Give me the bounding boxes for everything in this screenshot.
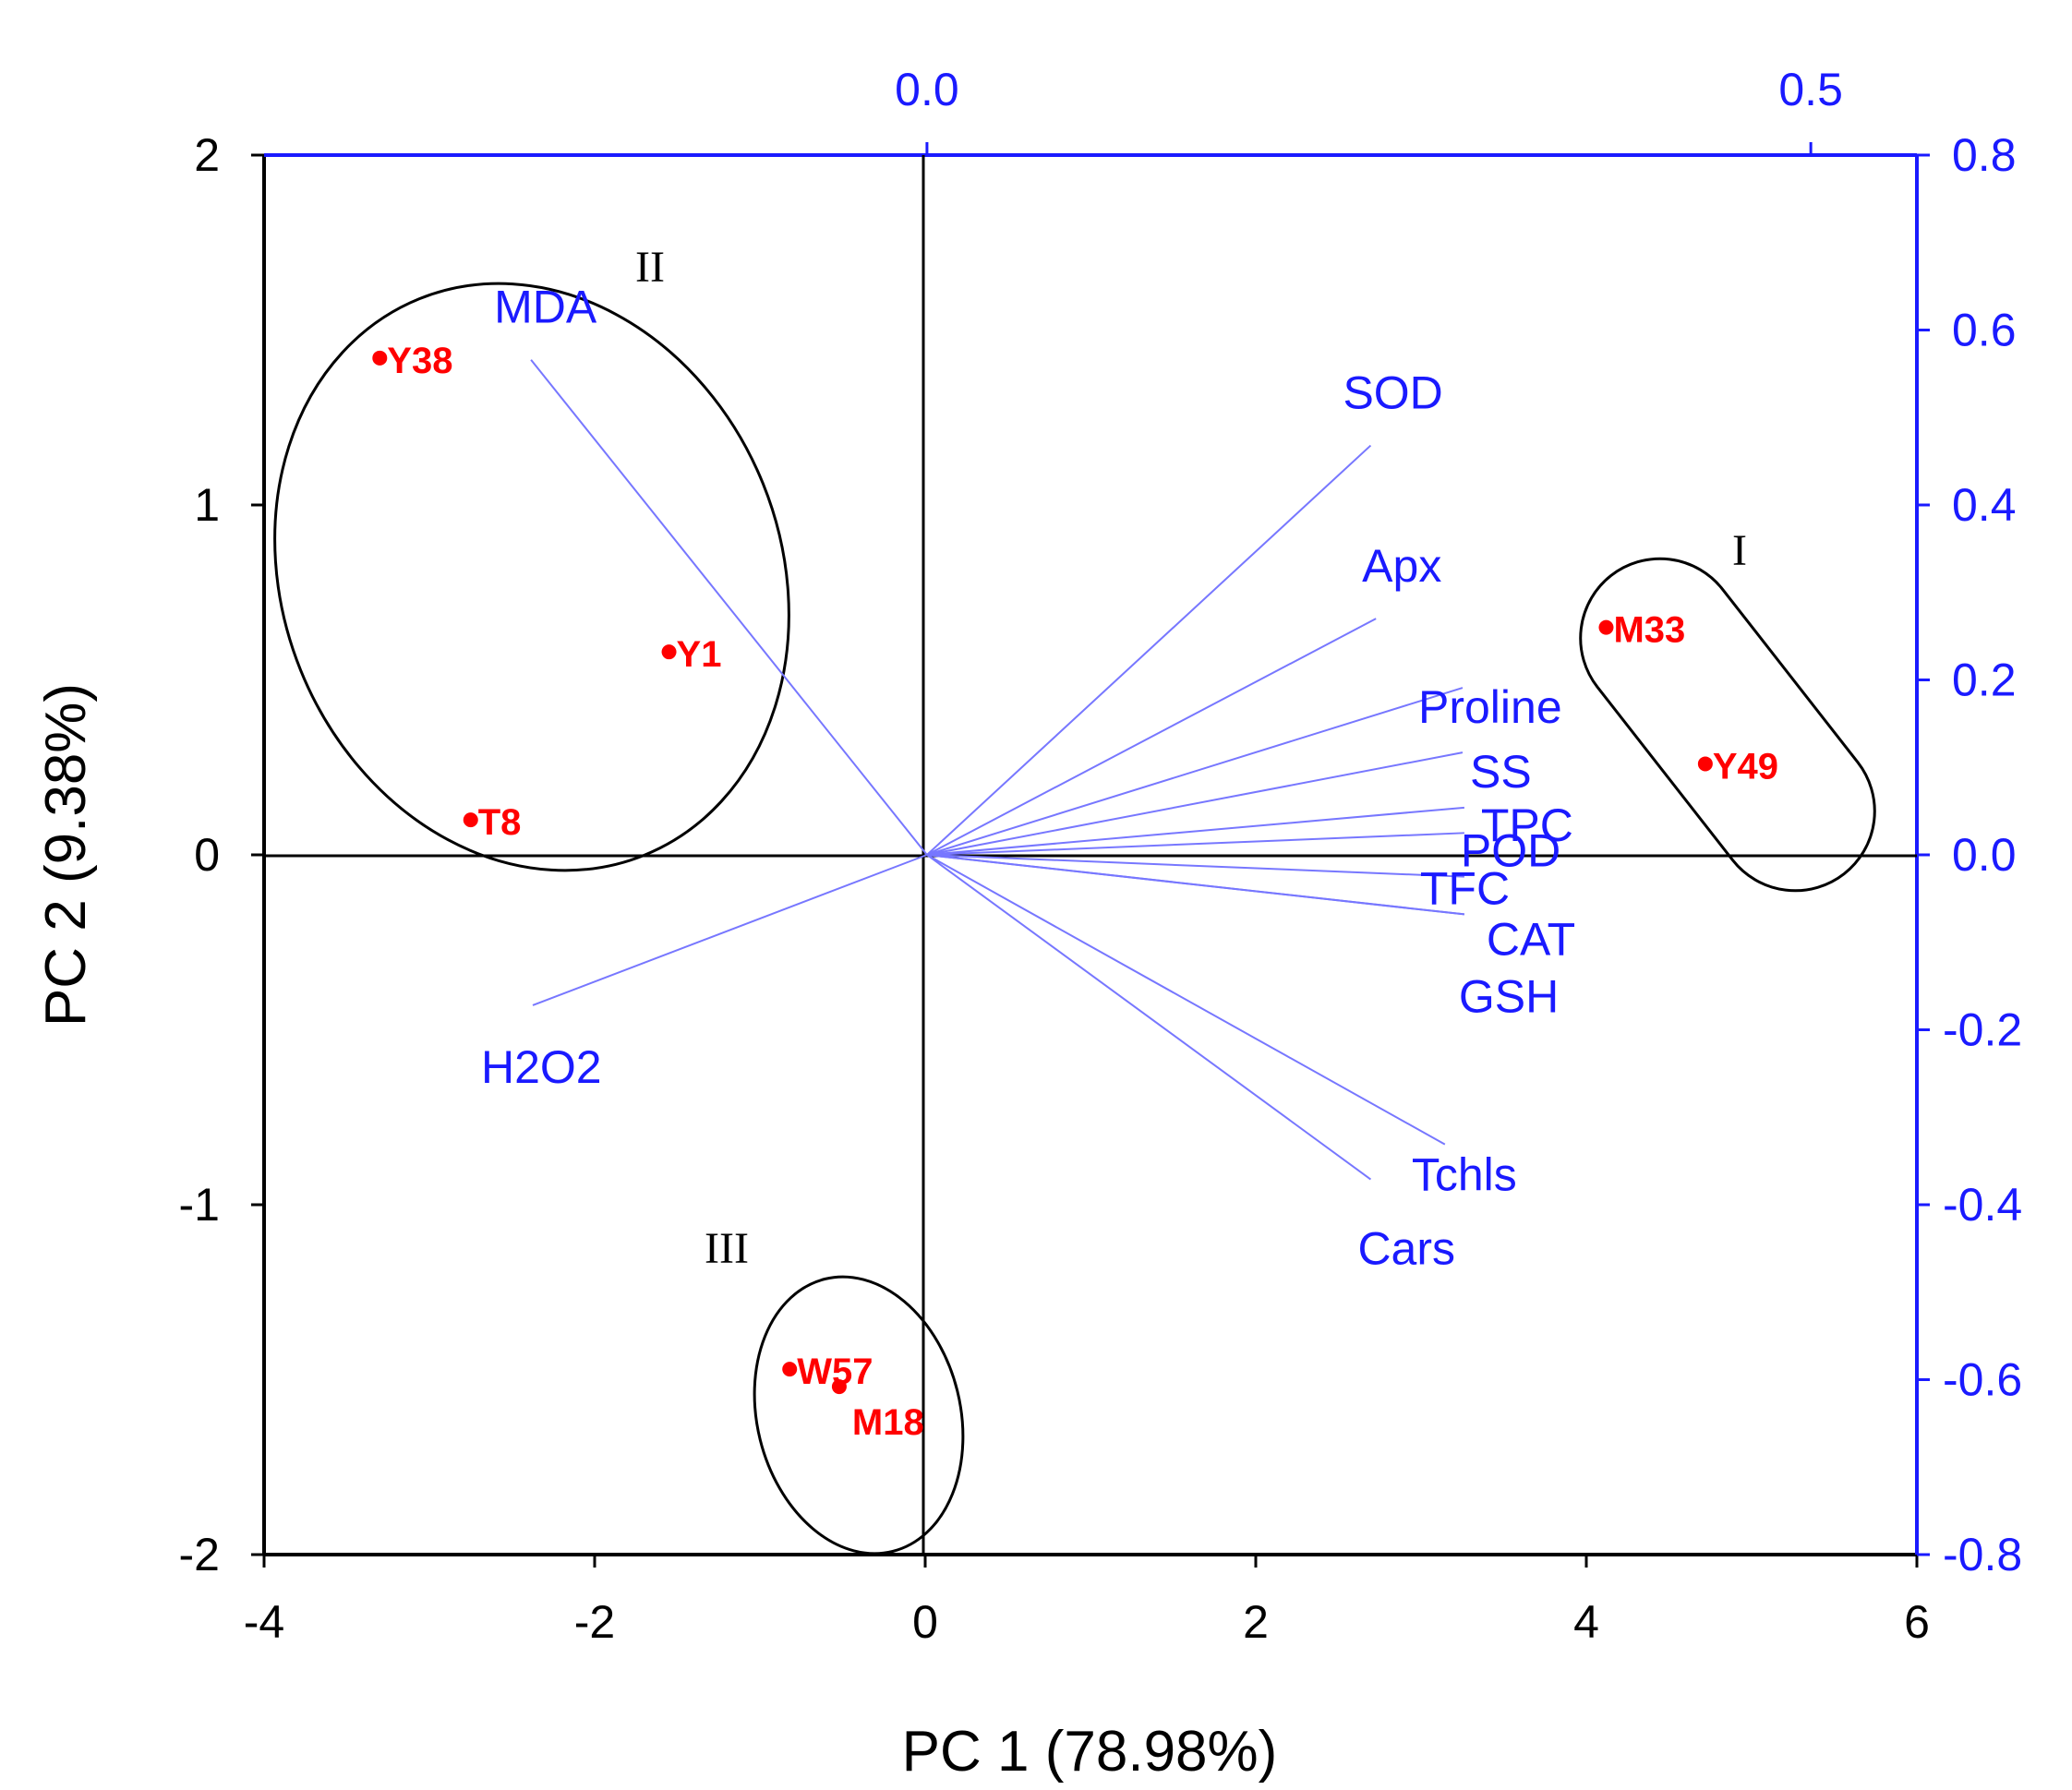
loading-line-sod bbox=[926, 444, 1372, 856]
score-label-t8: T8 bbox=[478, 802, 522, 843]
right-tick-label: -0.8 bbox=[1943, 1529, 2022, 1580]
top-tick-label: 0.0 bbox=[895, 64, 959, 115]
y-tick-label: 2 bbox=[194, 129, 220, 181]
loading-label-proline: Proline bbox=[1418, 681, 1562, 733]
loading-label-tpc: TPC bbox=[1481, 799, 1573, 851]
loading-label-pod: POD bbox=[1461, 824, 1560, 876]
score-label-m33: M33 bbox=[1613, 610, 1685, 651]
right-tick-label: 0.4 bbox=[1952, 479, 2017, 531]
loading-label-h2o2: H2O2 bbox=[481, 1041, 602, 1093]
x-tick-label: 6 bbox=[1904, 1596, 1930, 1648]
loading-label-tfc: TFC bbox=[1420, 863, 1510, 915]
right-tick-label: 0.2 bbox=[1952, 655, 2017, 706]
score-point-m18 bbox=[831, 1379, 847, 1395]
group-ellipse-III bbox=[753, 1275, 965, 1556]
score-point-t8 bbox=[463, 812, 478, 828]
x-axis-title: PC 1 (78.98%) bbox=[902, 1720, 1278, 1784]
loading-label-ss: SS bbox=[1470, 746, 1532, 798]
right-tick-label: -0.4 bbox=[1943, 1179, 2022, 1231]
loading-line-mda bbox=[530, 359, 928, 856]
y-tick-label: -1 bbox=[179, 1179, 220, 1231]
x-tick-label: 0 bbox=[912, 1596, 938, 1648]
right-tick-label: 0.0 bbox=[1952, 829, 2017, 881]
group-label-II: II bbox=[635, 243, 665, 292]
loading-line-cars bbox=[926, 854, 1372, 1181]
score-point-m33 bbox=[1598, 619, 1614, 635]
y-tick-label: 1 bbox=[194, 479, 220, 531]
score-point-y1 bbox=[661, 644, 677, 660]
x-tick-label: 4 bbox=[1573, 1596, 1599, 1648]
loading-label-tchls: Tchls bbox=[1412, 1149, 1517, 1201]
loading-label-mda: MDA bbox=[494, 282, 597, 333]
y-axis-title: PC 2 (9.38%) bbox=[34, 683, 98, 1027]
right-tick-label: -0.6 bbox=[1943, 1354, 2022, 1406]
group-label-I: I bbox=[1732, 526, 1747, 575]
score-point-y38 bbox=[372, 350, 388, 366]
score-point-y49 bbox=[1697, 756, 1713, 772]
y-tick-label: 0 bbox=[194, 829, 220, 881]
loading-line-apx bbox=[926, 618, 1377, 856]
x-tick-label: -4 bbox=[244, 1596, 284, 1648]
loading-line-tpc bbox=[926, 806, 1464, 856]
score-label-y38: Y38 bbox=[387, 341, 452, 381]
score-label-y1: Y1 bbox=[677, 634, 722, 675]
right-tick-label: -0.2 bbox=[1943, 1004, 2022, 1056]
score-label-m18: M18 bbox=[852, 1402, 924, 1443]
loading-line-tfc bbox=[926, 854, 1464, 878]
group-ellipse-II bbox=[273, 282, 790, 872]
loading-line-gsh bbox=[926, 854, 1465, 916]
loading-line-h2o2 bbox=[532, 854, 928, 1006]
loading-label-gsh: GSH bbox=[1459, 970, 1559, 1022]
loading-label-cars: Cars bbox=[1357, 1223, 1455, 1275]
x-tick-label: 2 bbox=[1243, 1596, 1269, 1648]
loading-line-tchls bbox=[926, 854, 1446, 1146]
tick-labels: -4 -2 0 2 4 6 -2 -1 0 1 2 0.0 0.5 0.8 0.6 0.4 0.2 0.0 -0.2… bbox=[179, 64, 2023, 1648]
group-ellipse-I bbox=[1579, 557, 1876, 893]
loading-line-ss bbox=[926, 751, 1464, 856]
loading-line-proline bbox=[926, 687, 1464, 856]
score-label-y49: Y49 bbox=[1713, 746, 1778, 787]
score-point-w57 bbox=[782, 1362, 798, 1377]
loading-label-sod: SOD bbox=[1343, 367, 1442, 419]
right-tick-label: 0.8 bbox=[1952, 129, 2017, 181]
group-label-III: III bbox=[705, 1224, 749, 1273]
loading-label-cat: CAT bbox=[1487, 913, 1575, 965]
x-tick-label: -2 bbox=[574, 1596, 615, 1648]
y-tick-label: -2 bbox=[179, 1529, 220, 1580]
loading-line-pod bbox=[926, 832, 1464, 856]
top-tick-label: 0.5 bbox=[1778, 64, 1843, 115]
loading-label-apx: Apx bbox=[1362, 540, 1441, 592]
right-tick-label: 0.6 bbox=[1952, 305, 2017, 356]
